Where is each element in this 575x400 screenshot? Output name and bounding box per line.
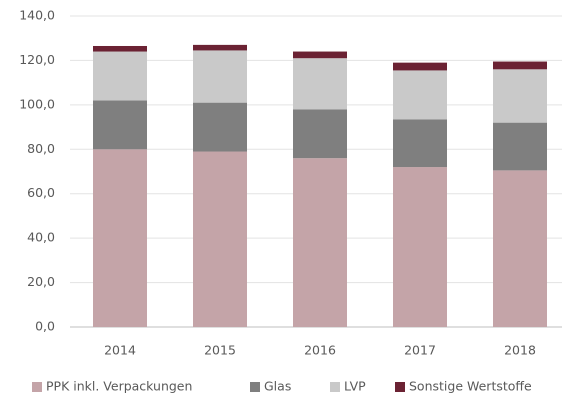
y-tick-label: 0,0 [35, 319, 55, 334]
legend-swatch [250, 382, 260, 392]
y-tick-label: 120,0 [19, 52, 55, 67]
y-tick-label: 40,0 [27, 230, 55, 245]
bar-segment [93, 149, 147, 327]
y-tick-label: 20,0 [27, 274, 55, 289]
bar-segment [293, 58, 347, 110]
bar-segment [493, 170, 547, 327]
y-tick-label: 80,0 [27, 141, 55, 156]
bar-segment [393, 70, 447, 120]
bar-segment [493, 61, 547, 70]
bar-segment [393, 62, 447, 71]
bar-segment [293, 51, 347, 59]
x-tick-label: 2015 [204, 343, 236, 358]
legend-swatch [32, 382, 42, 392]
bar-segment [193, 151, 247, 327]
x-tick-label: 2018 [504, 343, 536, 358]
bar-segment [193, 102, 247, 152]
bar-segment [193, 50, 247, 103]
x-tick-label: 2014 [104, 343, 136, 358]
bar-segment [93, 45, 147, 52]
legend-label: PPK inkl. Verpackungen [46, 379, 192, 394]
legend-label: LVP [344, 379, 366, 394]
bar-segment [493, 69, 547, 123]
x-tick-label: 2016 [304, 343, 336, 358]
bar-segment [93, 100, 147, 150]
bar-segment [393, 119, 447, 168]
y-tick-label: 100,0 [19, 96, 55, 111]
bar-segment [393, 167, 447, 327]
y-tick-label: 140,0 [19, 8, 55, 23]
bar-segment [493, 122, 547, 171]
legend-swatch [330, 382, 340, 392]
legend-label: Sonstige Wertstoffe [409, 379, 532, 394]
bar-segment [93, 51, 147, 101]
y-tick-label: 60,0 [27, 185, 55, 200]
bar-segment [293, 158, 347, 327]
legend-swatch [395, 382, 405, 392]
legend-label: Glas [264, 379, 291, 394]
bar-segment [293, 109, 347, 159]
bar-segment [193, 44, 247, 51]
x-tick-label: 2017 [404, 343, 436, 358]
